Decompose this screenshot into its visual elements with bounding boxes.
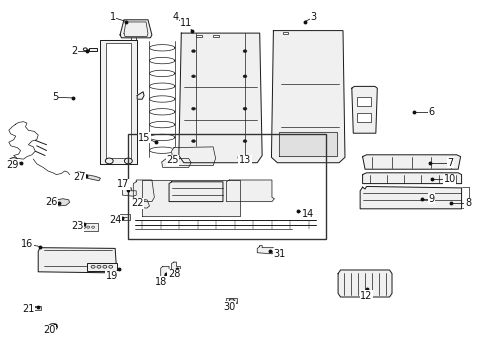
Text: 8: 8 (465, 198, 471, 208)
Bar (357, 97, 371, 106)
Text: 22: 22 (131, 198, 144, 208)
Circle shape (92, 226, 95, 228)
Text: 19: 19 (106, 271, 118, 282)
Text: 7: 7 (448, 158, 454, 168)
Bar (89, 48, 97, 51)
Text: 5: 5 (52, 92, 58, 102)
Bar (128, 134, 326, 239)
Circle shape (243, 50, 247, 53)
Text: 12: 12 (360, 291, 373, 301)
Bar (283, 32, 288, 34)
Circle shape (109, 265, 113, 268)
Circle shape (243, 107, 247, 110)
Text: 27: 27 (73, 172, 86, 182)
Polygon shape (131, 200, 149, 208)
Polygon shape (226, 180, 274, 202)
Polygon shape (142, 180, 240, 216)
Polygon shape (271, 31, 345, 163)
Polygon shape (338, 270, 392, 297)
Circle shape (105, 158, 113, 164)
Polygon shape (169, 182, 223, 202)
Circle shape (30, 306, 34, 309)
Text: 1: 1 (110, 12, 116, 22)
Polygon shape (172, 147, 216, 166)
Text: 2: 2 (72, 46, 77, 56)
Text: 4: 4 (172, 12, 178, 22)
Polygon shape (172, 262, 180, 273)
Text: 11: 11 (180, 18, 192, 28)
Polygon shape (137, 92, 144, 99)
Text: 25: 25 (166, 155, 179, 165)
Circle shape (83, 48, 87, 51)
Circle shape (103, 265, 107, 268)
Text: 15: 15 (138, 132, 151, 143)
Text: 30: 30 (223, 302, 236, 312)
Circle shape (243, 140, 247, 143)
Text: 13: 13 (239, 155, 251, 165)
Text: 31: 31 (273, 249, 285, 259)
Bar (33, 306, 41, 310)
Polygon shape (76, 172, 100, 181)
Bar (226, 298, 237, 303)
Bar (213, 35, 219, 37)
Text: 20: 20 (43, 325, 55, 336)
Circle shape (87, 226, 90, 228)
Circle shape (243, 75, 247, 78)
Polygon shape (120, 20, 152, 38)
Polygon shape (352, 86, 377, 133)
Polygon shape (162, 158, 191, 167)
Text: 26: 26 (45, 197, 58, 207)
Bar (357, 113, 371, 122)
Polygon shape (363, 173, 462, 184)
Text: 28: 28 (168, 269, 180, 279)
Polygon shape (133, 180, 154, 202)
Circle shape (192, 75, 196, 78)
Bar (81, 223, 98, 231)
Bar (120, 214, 130, 220)
Text: 10: 10 (444, 174, 456, 184)
Polygon shape (257, 246, 274, 254)
Polygon shape (100, 40, 137, 164)
Circle shape (124, 158, 132, 164)
Text: 24: 24 (109, 215, 122, 225)
Circle shape (192, 50, 196, 53)
Polygon shape (161, 266, 171, 278)
Polygon shape (122, 188, 136, 196)
Circle shape (83, 226, 86, 228)
Bar (87, 263, 117, 271)
Circle shape (9, 158, 19, 165)
Polygon shape (363, 155, 461, 169)
Polygon shape (360, 186, 462, 209)
Text: 14: 14 (301, 209, 314, 219)
Circle shape (229, 299, 234, 302)
Text: 29: 29 (6, 160, 19, 170)
Circle shape (91, 265, 95, 268)
Circle shape (97, 265, 101, 268)
Circle shape (49, 324, 57, 330)
Polygon shape (55, 199, 70, 206)
Text: 23: 23 (71, 221, 84, 231)
Text: 6: 6 (428, 107, 434, 117)
Polygon shape (179, 33, 262, 163)
Text: 3: 3 (311, 12, 317, 22)
Polygon shape (279, 132, 337, 156)
Circle shape (192, 140, 196, 143)
Text: 17: 17 (117, 179, 130, 189)
Text: 16: 16 (21, 239, 33, 249)
Bar (196, 35, 202, 37)
Circle shape (192, 107, 196, 110)
Polygon shape (38, 248, 117, 273)
Text: 18: 18 (155, 276, 167, 287)
Text: 21: 21 (22, 304, 35, 314)
Text: 9: 9 (428, 194, 434, 204)
Polygon shape (106, 43, 131, 158)
